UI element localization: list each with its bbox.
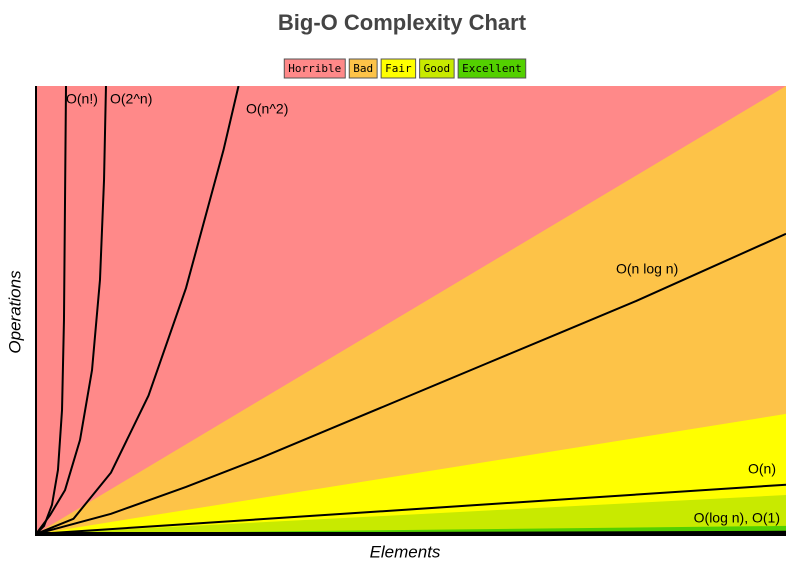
legend-swatch bbox=[283, 58, 346, 79]
legend-swatch bbox=[348, 58, 378, 79]
chart-title: Big-O Complexity Chart bbox=[278, 10, 527, 35]
legend-label: Horrible bbox=[288, 62, 341, 75]
legend-label: Fair bbox=[385, 62, 412, 75]
legend-label: Good bbox=[424, 62, 451, 75]
area bbox=[36, 86, 786, 534]
curve-label: O(n log n) bbox=[616, 261, 678, 277]
curve-label: O(n!) bbox=[66, 91, 98, 107]
x-axis-label: Elements bbox=[370, 542, 441, 561]
area bbox=[36, 495, 786, 534]
legend-swatch bbox=[419, 58, 455, 79]
legend-swatch bbox=[457, 58, 527, 79]
legend-label: Bad bbox=[353, 62, 373, 75]
y-axis-label: Operations bbox=[5, 270, 24, 354]
legend: Horrible Bad Fair Good Excellent bbox=[283, 58, 527, 79]
areas bbox=[36, 86, 786, 534]
curve-label: O(2^n) bbox=[110, 91, 152, 107]
labels: O(n!) O(2^n) O(n^2) O(n log n) O(n) O(log n),… bbox=[66, 91, 780, 526]
curve-label: O(n) bbox=[748, 461, 776, 477]
legend-label: Excellent bbox=[462, 62, 522, 75]
curve bbox=[36, 86, 107, 534]
curve-label: O(log n), O(1) bbox=[694, 510, 780, 526]
curve-label: O(n^2) bbox=[246, 101, 288, 117]
curve bbox=[36, 86, 240, 534]
curve bbox=[36, 483, 786, 534]
area bbox=[36, 413, 786, 534]
curve bbox=[36, 232, 786, 534]
legend-swatch bbox=[380, 58, 417, 79]
